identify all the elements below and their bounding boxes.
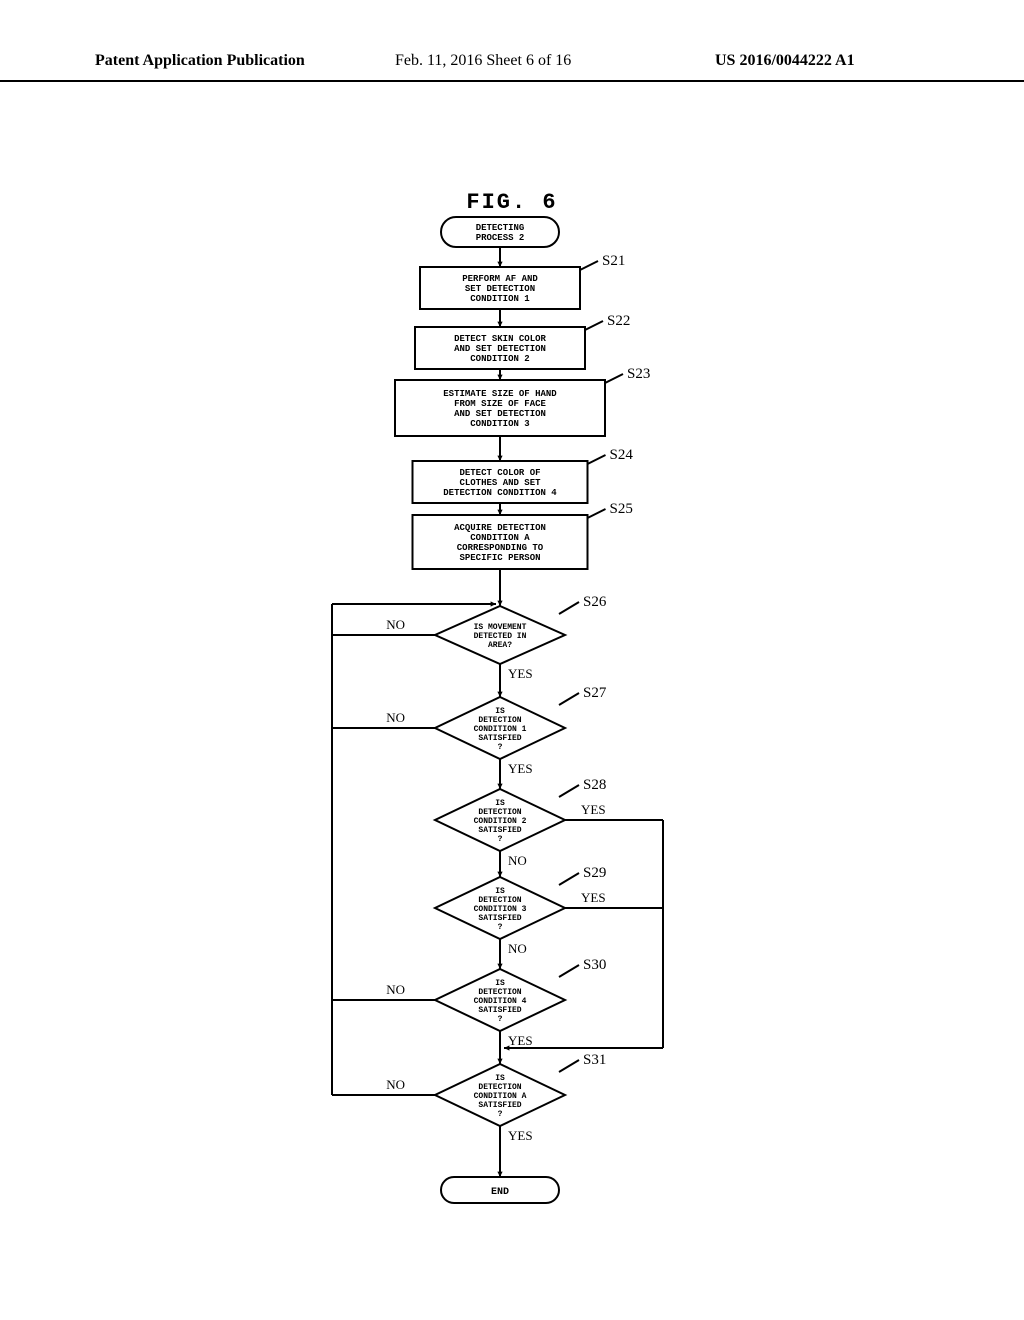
svg-text:CONDITION A: CONDITION A [470,533,530,543]
svg-text:DETECTION: DETECTION [478,808,521,817]
svg-text:DETECTION: DETECTION [478,896,521,905]
svg-text:?: ? [498,743,503,752]
svg-text:NO: NO [508,853,527,868]
svg-text:SATISFIED: SATISFIED [478,1101,521,1110]
svg-text:DETECT SKIN COLOR: DETECT SKIN COLOR [454,334,546,344]
svg-text:YES: YES [581,802,606,817]
flowchart: DETECTINGPROCESS 2 PERFORM AF ANDSET DETE… [0,0,1024,1320]
svg-text:S24: S24 [610,447,634,463]
svg-text:NO: NO [386,710,405,725]
svg-text:S27: S27 [583,685,607,701]
svg-text:SATISFIED: SATISFIED [478,734,521,743]
svg-text:CONDITION 2: CONDITION 2 [474,817,527,826]
svg-text:CONDITION 2: CONDITION 2 [470,354,529,364]
svg-text:END: END [491,1187,509,1198]
svg-text:NO: NO [386,617,405,632]
svg-text:ESTIMATE SIZE OF HAND: ESTIMATE SIZE OF HAND [443,389,557,399]
svg-text:S25: S25 [610,501,633,517]
svg-text:S26: S26 [583,594,607,610]
svg-text:DETECTION CONDITION 4: DETECTION CONDITION 4 [443,488,557,498]
svg-text:SATISFIED: SATISFIED [478,914,521,923]
svg-text:?: ? [498,1110,503,1119]
svg-text:YES: YES [508,666,533,681]
svg-text:PROCESS 2: PROCESS 2 [476,233,525,243]
svg-text:IS: IS [495,1074,505,1083]
svg-text:SATISFIED: SATISFIED [478,1006,521,1015]
svg-text:?: ? [498,835,503,844]
svg-text:AND SET DETECTION: AND SET DETECTION [454,409,546,419]
svg-text:AND SET DETECTION: AND SET DETECTION [454,344,546,354]
svg-text:S21: S21 [602,253,625,269]
svg-text:DETECTION: DETECTION [478,716,521,725]
svg-text:CONDITION A: CONDITION A [474,1092,527,1101]
svg-text:YES: YES [508,1033,533,1048]
svg-text:IS: IS [495,799,505,808]
svg-text:CONDITION 4: CONDITION 4 [474,997,527,1006]
svg-text:DETECTION: DETECTION [478,1083,521,1092]
svg-text:NO: NO [508,941,527,956]
svg-text:CORRESPONDING TO: CORRESPONDING TO [457,543,544,553]
svg-text:IS MOVEMENT: IS MOVEMENT [474,623,527,632]
svg-text:ACQUIRE DETECTION: ACQUIRE DETECTION [454,523,546,533]
svg-text:FROM SIZE OF FACE: FROM SIZE OF FACE [454,399,546,409]
svg-text:?: ? [498,923,503,932]
svg-text:IS: IS [495,707,505,716]
svg-text:IS: IS [495,979,505,988]
svg-text:SET DETECTION: SET DETECTION [465,284,535,294]
svg-text:YES: YES [508,1128,533,1143]
svg-text:DETECTION: DETECTION [478,988,521,997]
svg-text:NO: NO [386,982,405,997]
svg-text:S23: S23 [627,366,650,382]
svg-text:S29: S29 [583,865,606,881]
svg-text:S30: S30 [583,957,606,973]
svg-text:YES: YES [581,890,606,905]
svg-text:CONDITION 1: CONDITION 1 [470,294,530,304]
svg-text:S31: S31 [583,1052,606,1068]
svg-text:IS: IS [495,887,505,896]
svg-text:CONDITION 3: CONDITION 3 [470,419,529,429]
svg-text:SATISFIED: SATISFIED [478,826,521,835]
svg-text:AREA?: AREA? [488,641,512,650]
svg-text:DETECTING: DETECTING [476,223,525,233]
svg-text:DETECTED IN: DETECTED IN [474,632,527,641]
svg-text:CONDITION 1: CONDITION 1 [474,725,527,734]
svg-text:CONDITION 3: CONDITION 3 [474,905,527,914]
svg-text:S22: S22 [607,313,630,329]
svg-text:CLOTHES AND SET: CLOTHES AND SET [459,478,541,488]
svg-text:S28: S28 [583,777,606,793]
svg-text:NO: NO [386,1077,405,1092]
svg-text:YES: YES [508,761,533,776]
svg-text:PERFORM AF AND: PERFORM AF AND [462,274,538,284]
svg-text:SPECIFIC PERSON: SPECIFIC PERSON [459,553,540,563]
svg-text:DETECT COLOR OF: DETECT COLOR OF [459,468,540,478]
svg-text:?: ? [498,1015,503,1024]
